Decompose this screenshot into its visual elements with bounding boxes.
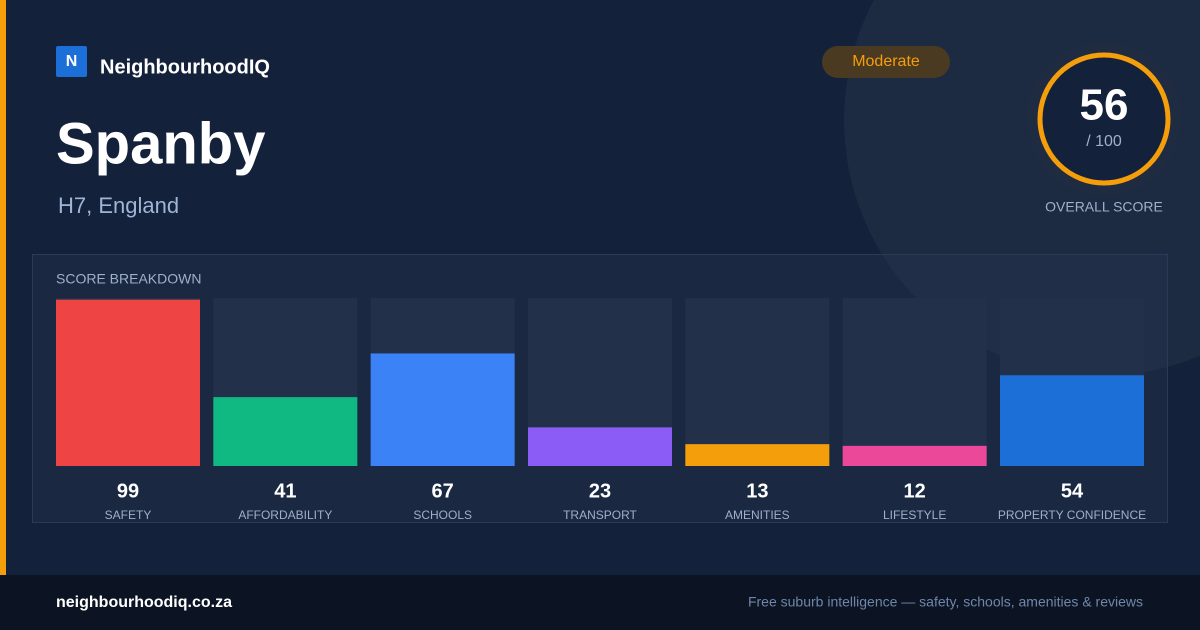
footer-domain: neighbourhoodiq.co.za [56, 594, 232, 611]
accent-strip [0, 0, 6, 575]
footer-tagline: Free suburb intelligence — safety, schoo… [748, 594, 1143, 610]
bar [685, 444, 830, 466]
score-max: / 100 [1086, 133, 1122, 150]
title: Spanby [56, 111, 266, 176]
value-label: 41 [274, 480, 296, 502]
value-label: 99 [117, 480, 139, 502]
category-label: LIFESTYLE [883, 508, 946, 522]
logo [56, 46, 87, 77]
category-label: SAFETY [105, 508, 152, 522]
badge [822, 46, 950, 78]
brand-name: NeighbourhoodIQ [100, 56, 270, 78]
bar [1000, 375, 1144, 466]
category-label: PROPERTY CONFIDENCE [998, 508, 1146, 522]
badge-text: Moderate [852, 53, 920, 70]
bar [213, 397, 358, 466]
category-label: AMENITIES [725, 508, 790, 522]
value-label: 13 [746, 480, 768, 502]
category-label: AFFORDABILITY [238, 508, 332, 522]
value-label: 23 [589, 480, 611, 502]
bar [528, 427, 672, 466]
logo-letter: N [66, 53, 78, 70]
value-label: 12 [904, 480, 926, 502]
score-label: OVERALL SCORE [1045, 199, 1163, 215]
score-value: 56 [1080, 81, 1129, 130]
category-label: TRANSPORT [563, 508, 637, 522]
score-ring [1037, 52, 1171, 186]
footer [0, 575, 1200, 630]
bar-track [685, 298, 830, 466]
value-label: 54 [1061, 480, 1084, 502]
bar [370, 353, 515, 466]
location: H7, England [58, 193, 179, 218]
category-label: SCHOOLS [413, 508, 472, 522]
value-label: 67 [432, 480, 454, 502]
bar-track [842, 298, 987, 466]
bar [842, 445, 987, 466]
chart-title: SCORE BREAKDOWN [56, 271, 201, 287]
bar [56, 299, 200, 466]
